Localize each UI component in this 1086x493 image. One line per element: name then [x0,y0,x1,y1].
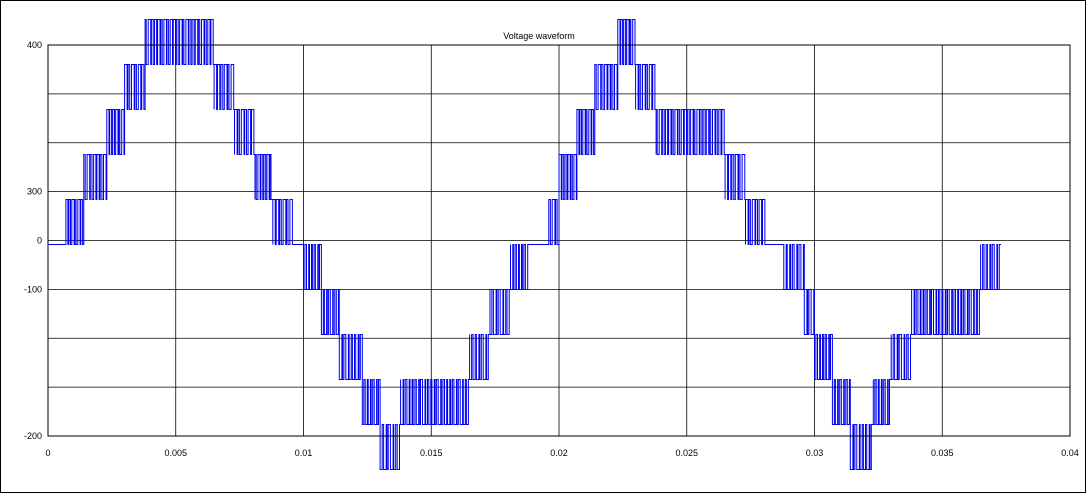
x-tick-label: 0.015 [420,448,443,458]
x-tick-label: 0 [45,448,50,458]
y-tick-label: -100 [24,284,42,294]
plot-area-border [47,44,1071,437]
y-tick-label: 0 [37,236,42,246]
x-tick-label: 0.025 [675,448,698,458]
x-tick-label: 0.035 [931,448,954,458]
x-tick-label: 0.005 [164,448,187,458]
y-tick-label: -200 [24,431,42,441]
x-tick-label: 0.04 [1061,448,1079,458]
y-tick-label: 400 [27,40,42,50]
x-tick-label: 0.02 [550,448,568,458]
x-axis-ticks: 0 0.005 0.01 0.015 0.02 0.025 0.03 0.035 0.04 [45,448,1078,458]
x-tick-label: 0.01 [295,448,313,458]
y-tick-label: 300 [27,187,42,197]
voltage-waveform-line [48,19,1001,470]
chart-title: Voltage waveform [503,31,575,41]
y-axis-ticks: 400 300 0 -100 -200 [24,40,42,441]
series-layer [48,19,1001,470]
x-tick-label: 0.03 [806,448,824,458]
